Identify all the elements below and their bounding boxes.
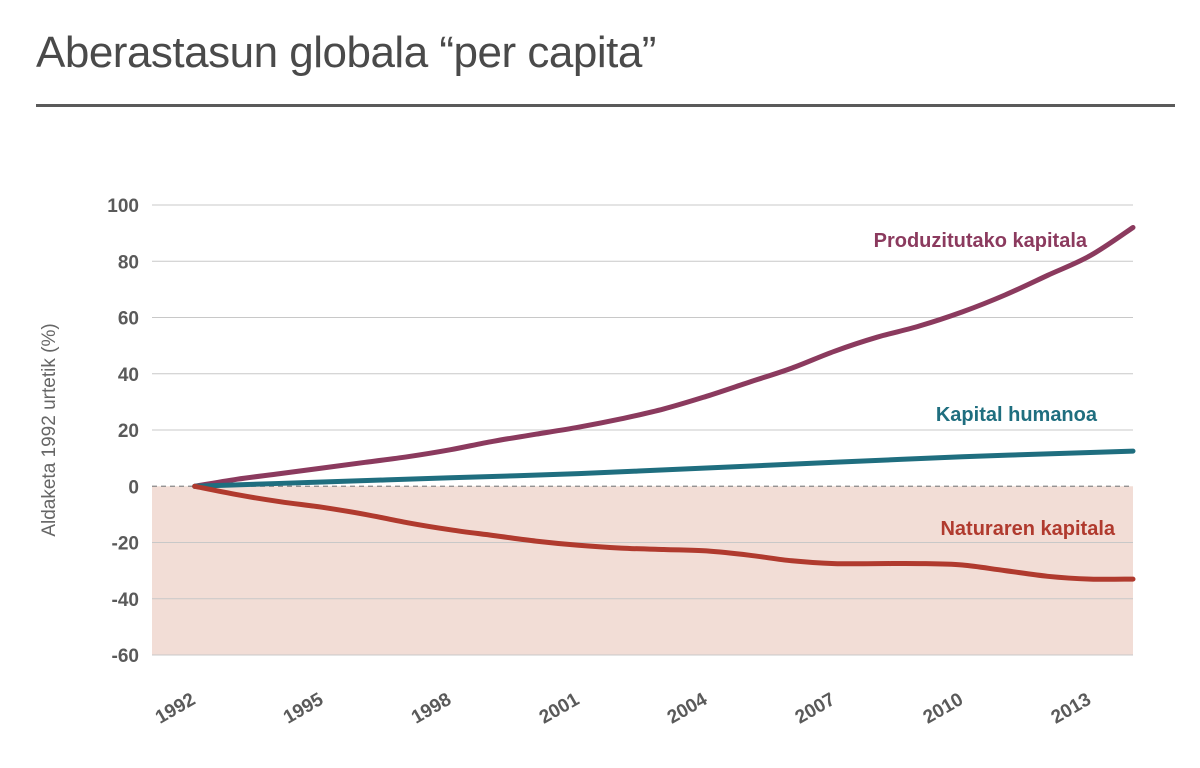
y-axis-ticks: 100 80 60 40 20 0 -20 -40 -60 [107, 196, 139, 667]
y-tick-label: 40 [118, 365, 139, 386]
x-tick-label: 1995 [280, 689, 327, 729]
x-tick-label: 2007 [792, 689, 839, 728]
x-tick-label: 1998 [408, 689, 455, 728]
x-tick-label: 2004 [664, 689, 711, 729]
series-line-produzitutako [192, 225, 1136, 489]
x-tick-label: 2013 [1048, 689, 1095, 728]
y-axis-title: Aldaketa 1992 urtetik (%) [39, 323, 60, 536]
gridlines [152, 204, 1133, 656]
negative-region-shading [152, 486, 1133, 655]
series-line-naturaren [192, 483, 1136, 582]
series-label: Naturaren kapitala [940, 518, 1115, 540]
x-tick-label: 1992 [152, 689, 199, 728]
series-lines [192, 225, 1136, 582]
series-label: Produzitutako kapitala [874, 230, 1088, 252]
series-label: Kapital humanoa [936, 404, 1098, 426]
y-tick-label: 80 [118, 252, 139, 273]
y-tick-label: 60 [118, 309, 139, 330]
x-axis-ticks: 1992 1995 1998 2001 2004 2007 2010 2013 [152, 689, 1095, 729]
series-labels: Produzitutako kapitala Kapital humanoa Nat… [874, 230, 1116, 540]
title-divider [36, 104, 1175, 107]
y-tick-label: 100 [107, 196, 139, 217]
negative-shade [152, 486, 1133, 655]
x-tick-label: 2001 [536, 689, 583, 729]
series-line-kapital-humanoa [192, 448, 1136, 489]
y-tick-label: -60 [112, 646, 139, 667]
y-tick-label: 20 [118, 421, 139, 442]
y-tick-label: -40 [112, 590, 139, 611]
y-tick-label: -20 [112, 534, 139, 555]
page-title: Aberastasun globala “per capita” [36, 28, 656, 77]
y-tick-label: 0 [128, 477, 139, 498]
x-tick-label: 2010 [920, 689, 967, 728]
